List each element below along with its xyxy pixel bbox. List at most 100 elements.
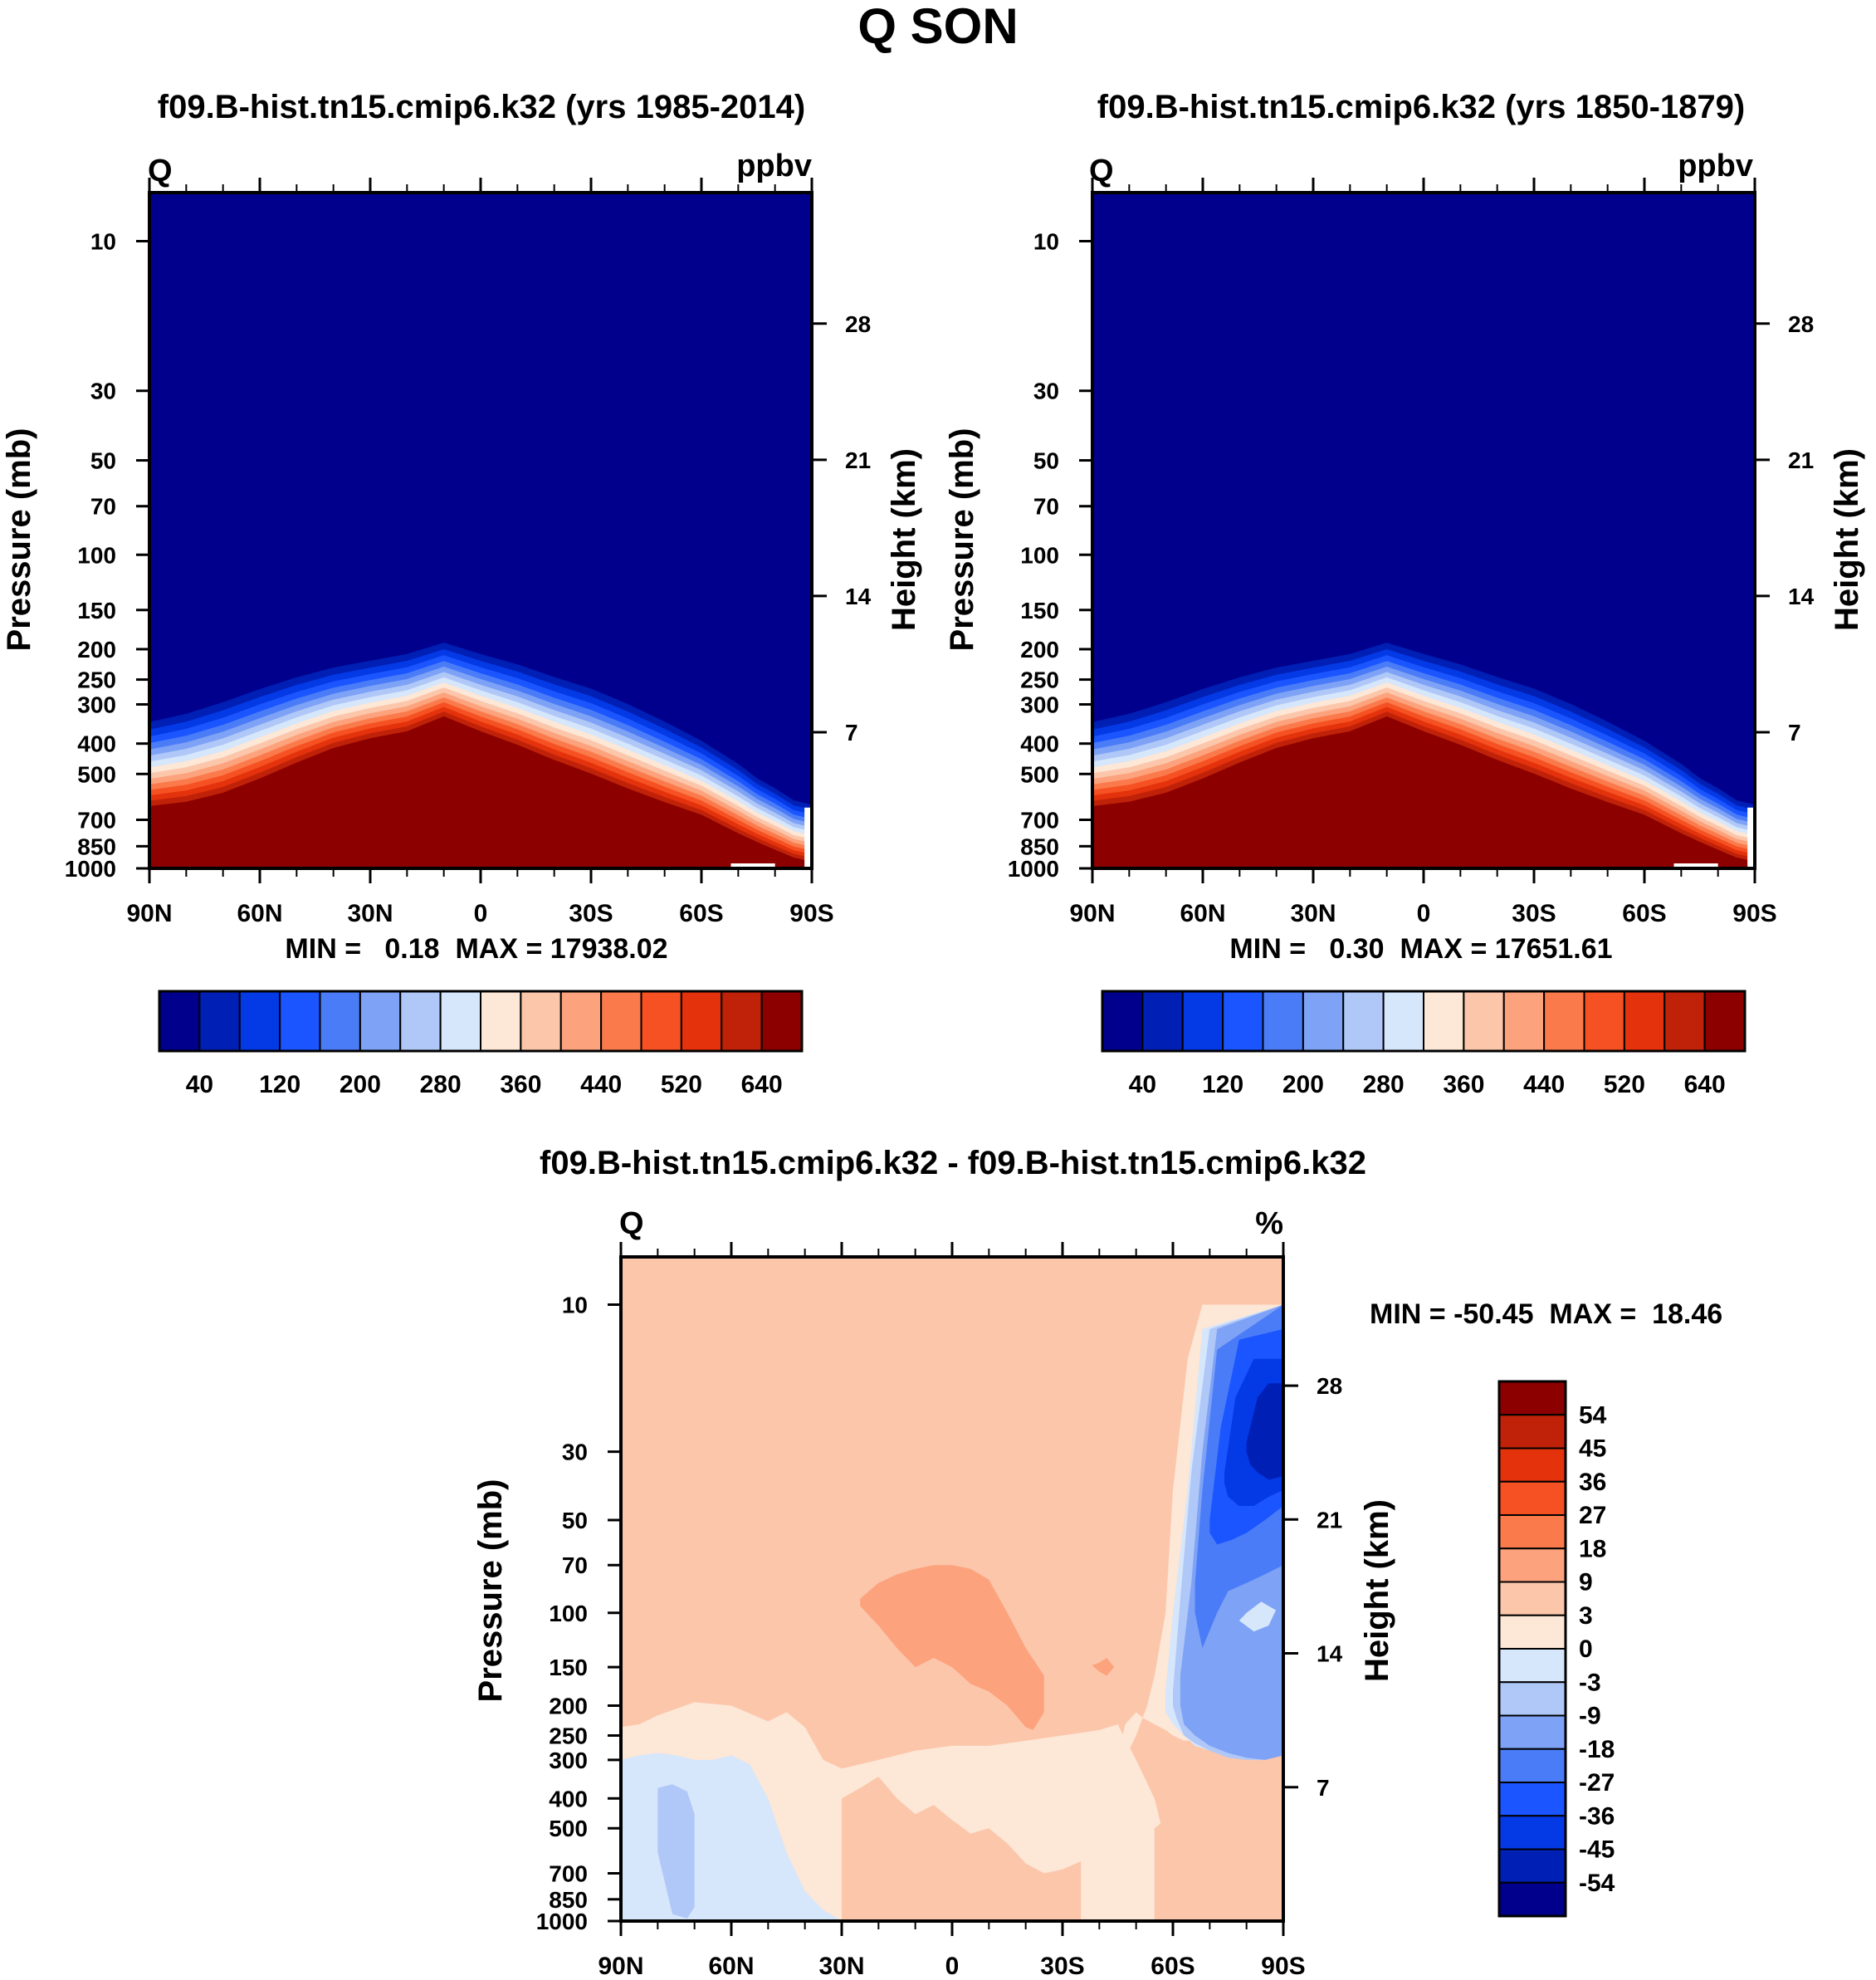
y-tick-label: 250 bbox=[77, 667, 116, 693]
x-tick-label: 90S bbox=[789, 900, 833, 927]
panel-2-ylabel: Pressure (mb) bbox=[944, 428, 980, 652]
colorbar-box bbox=[1498, 1547, 1566, 1583]
colorbar-box bbox=[1498, 1815, 1566, 1850]
colorbar-box bbox=[640, 990, 682, 1052]
y-tick-label: 700 bbox=[1020, 807, 1059, 833]
colorbar-box bbox=[1663, 990, 1706, 1052]
x-tick-label: 30S bbox=[569, 900, 613, 927]
colorbar-label: 45 bbox=[1579, 1435, 1606, 1463]
y-tick-label: 1000 bbox=[65, 856, 116, 882]
panel-3-corner-right: % bbox=[1255, 1206, 1283, 1241]
y-right-tick-label: 7 bbox=[1317, 1775, 1330, 1801]
y-tick-label: 200 bbox=[549, 1694, 588, 1719]
colorbar-box bbox=[520, 990, 562, 1052]
colorbar-box bbox=[159, 990, 201, 1052]
panel-1-min-max: MIN = 0.18 MAX = 17938.02 bbox=[285, 933, 667, 965]
x-tick-label: 30N bbox=[1290, 900, 1336, 927]
diff-contour-region bbox=[1154, 1798, 1283, 1921]
x-tick-label: 60S bbox=[1151, 1953, 1194, 1980]
colorbar-box bbox=[1498, 1581, 1566, 1616]
colorbar-box bbox=[559, 990, 603, 1052]
panel-1-ylabel: Pressure (mb) bbox=[1, 428, 37, 652]
colorbar-box bbox=[760, 990, 803, 1052]
colorbar-label: 9 bbox=[1579, 1569, 1593, 1596]
colorbar-box bbox=[238, 990, 281, 1052]
colorbar-box bbox=[279, 990, 321, 1052]
y-tick-label: 100 bbox=[549, 1601, 588, 1626]
colorbar-box bbox=[1498, 1648, 1566, 1684]
y-tick-label: 70 bbox=[562, 1552, 588, 1578]
x-tick-label: 90N bbox=[598, 1953, 643, 1980]
colorbar-label: 360 bbox=[500, 1071, 541, 1098]
y-tick-label: 100 bbox=[1020, 542, 1059, 568]
panel-2-min-max: MIN = 0.30 MAX = 17651.61 bbox=[1229, 933, 1612, 965]
missing-data-edge bbox=[804, 807, 812, 868]
colorbar-box bbox=[1498, 1381, 1566, 1416]
diff-contour-region bbox=[1238, 1601, 1277, 1632]
colorbar-box bbox=[319, 990, 361, 1052]
colorbar-label: 520 bbox=[661, 1071, 702, 1098]
colorbar-box bbox=[680, 990, 723, 1052]
diff-contour-region bbox=[657, 1784, 695, 1919]
panel-3-ylabel-right: Height (km) bbox=[1359, 1499, 1395, 1682]
colorbar-box bbox=[1498, 1447, 1566, 1483]
colorbar-box bbox=[1498, 1714, 1566, 1750]
colorbar-box bbox=[1181, 990, 1224, 1052]
y-tick-label: 150 bbox=[549, 1655, 588, 1680]
x-tick-label: 60S bbox=[679, 900, 723, 927]
colorbar-box bbox=[1498, 1782, 1566, 1817]
panel-3-min-max: MIN = -50.45 MAX = 18.46 bbox=[1370, 1298, 1722, 1330]
colorbar-label: 36 bbox=[1579, 1469, 1606, 1496]
x-tick-label: 60S bbox=[1622, 900, 1666, 927]
y-tick-label: 500 bbox=[549, 1816, 588, 1841]
colorbar-label: 40 bbox=[186, 1071, 213, 1098]
y-right-tick-label: 7 bbox=[1788, 720, 1801, 746]
y-tick-label: 300 bbox=[77, 692, 116, 717]
y-tick-label: 850 bbox=[1020, 834, 1059, 859]
panel-1-colorbar: 40 120 200 280 360 440 520 640 bbox=[158, 990, 804, 1098]
panel-3-ylabel: Pressure (mb) bbox=[472, 1479, 509, 1703]
panel-1-corner-left: Q bbox=[148, 154, 173, 188]
diff-contour-region bbox=[860, 1565, 1044, 1730]
colorbar-label: -18 bbox=[1579, 1736, 1615, 1763]
panel-3-plot-area bbox=[621, 1257, 1283, 1921]
colorbar-label: 120 bbox=[1202, 1071, 1243, 1098]
colorbar-box bbox=[721, 990, 763, 1052]
colorbar-box bbox=[600, 990, 642, 1052]
y-tick-label: 150 bbox=[1020, 598, 1059, 623]
colorbar-box bbox=[1463, 990, 1505, 1052]
panel-1-axes: 90N 60N 30N 0 30S 60S 90S 10 30 50 70 100 150 200 2503… bbox=[65, 178, 872, 927]
colorbar-label: -27 bbox=[1579, 1769, 1615, 1797]
colorbar-box bbox=[1423, 990, 1465, 1052]
y-right-tick-label: 28 bbox=[1317, 1373, 1342, 1399]
x-tick-label: 0 bbox=[474, 900, 488, 927]
y-tick-label: 200 bbox=[1020, 637, 1059, 662]
colorbar-label: 640 bbox=[741, 1071, 783, 1098]
q-contour-band bbox=[149, 716, 813, 869]
colorbar-label: 640 bbox=[1684, 1071, 1726, 1098]
panel-2-corner-right: ppbv bbox=[1678, 149, 1753, 183]
diff-contour-region bbox=[842, 1777, 1082, 1921]
colorbar-box bbox=[1498, 1748, 1566, 1783]
colorbar-box bbox=[359, 990, 402, 1052]
y-tick-label: 30 bbox=[90, 379, 116, 404]
y-right-tick-label: 14 bbox=[1788, 584, 1815, 609]
colorbar-frame bbox=[1101, 990, 1747, 1053]
y-tick-label: 150 bbox=[77, 598, 116, 623]
panel-2-axes: 90N 60N 30N 0 30S 60S 90S 10 30 50 70 100 150 200 2503… bbox=[1008, 178, 1815, 927]
y-tick-label: 30 bbox=[1033, 379, 1059, 404]
y-tick-label: 70 bbox=[90, 494, 116, 520]
colorbar-box bbox=[1583, 990, 1625, 1052]
colorbar-box bbox=[1342, 990, 1385, 1052]
panel-3-title: f09.B-hist.tn15.cmip6.k32 - f09.B-hist.t… bbox=[540, 1145, 1366, 1181]
colorbar-box bbox=[1498, 1614, 1566, 1650]
y-right-tick-label: 21 bbox=[1788, 447, 1814, 473]
panel-3-corner-left: Q bbox=[619, 1206, 644, 1241]
colorbar-box bbox=[1498, 1514, 1566, 1550]
y-tick-label: 700 bbox=[77, 807, 116, 833]
x-tick-label: 90N bbox=[1069, 900, 1115, 927]
y-right-tick-label: 14 bbox=[1317, 1641, 1343, 1667]
figure-title: Q SON bbox=[857, 0, 1018, 54]
x-tick-label: 0 bbox=[945, 1953, 960, 1980]
colorbar-label: 40 bbox=[1129, 1071, 1156, 1098]
